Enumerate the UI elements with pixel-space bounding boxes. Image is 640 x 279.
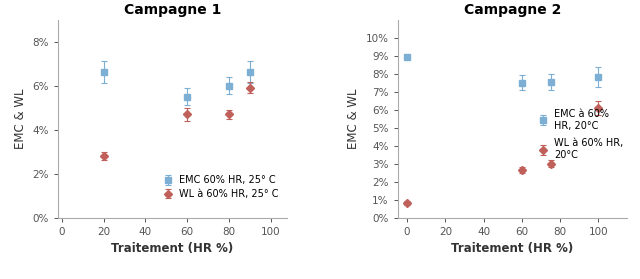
Legend: EMC 60% HR, 25° C, WL à 60% HR, 25° C: EMC 60% HR, 25° C, WL à 60% HR, 25° C bbox=[159, 171, 282, 203]
Title: Campagne 1: Campagne 1 bbox=[124, 3, 221, 17]
Y-axis label: EMC & WL: EMC & WL bbox=[13, 88, 26, 149]
Legend: EMC à 60%
HR, 20°C, WL à 60% HR,
20°C: EMC à 60% HR, 20°C, WL à 60% HR, 20°C bbox=[533, 105, 627, 164]
Title: Campagne 2: Campagne 2 bbox=[463, 3, 561, 17]
X-axis label: Traitement (HR %): Traitement (HR %) bbox=[451, 242, 573, 255]
Y-axis label: EMC & WL: EMC & WL bbox=[347, 88, 360, 149]
X-axis label: Traitement (HR %): Traitement (HR %) bbox=[111, 242, 234, 255]
